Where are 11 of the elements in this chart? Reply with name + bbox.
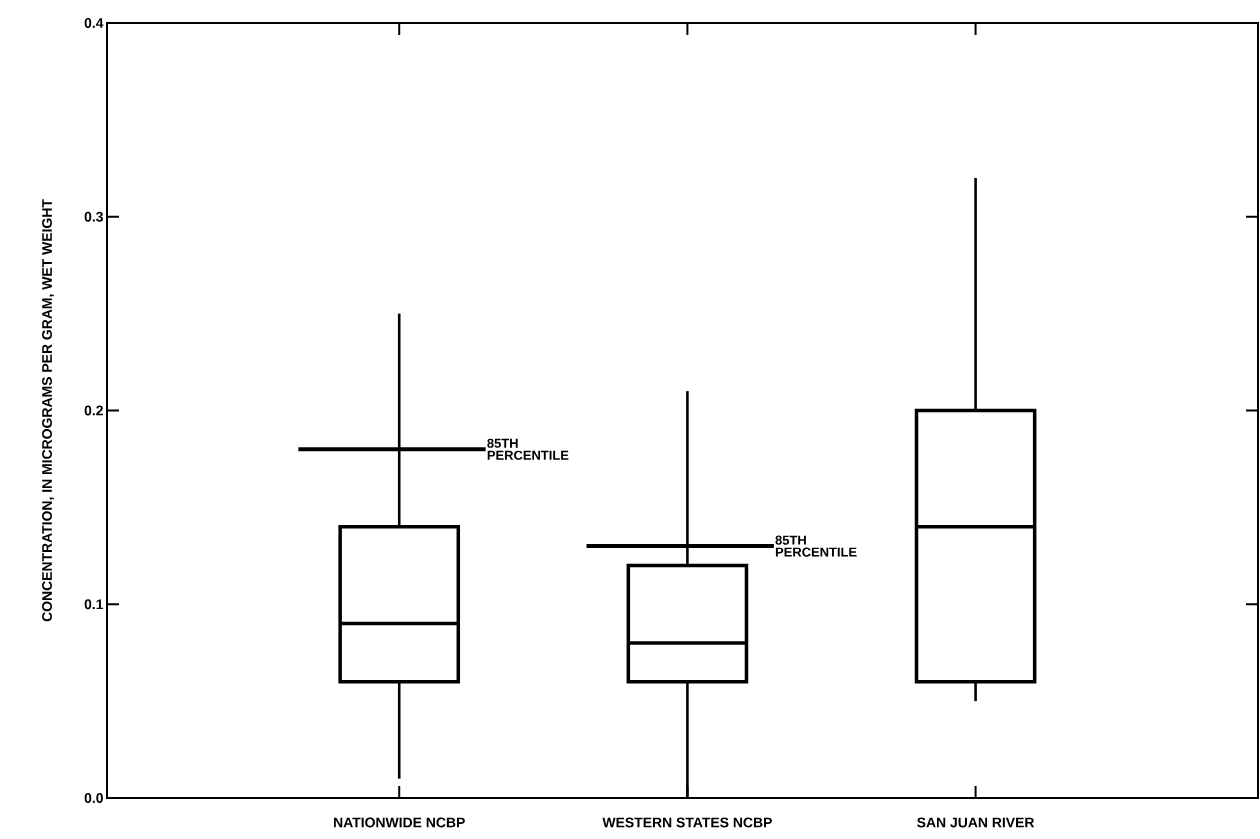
ref-line-label: 85TH PERCENTILE [487, 438, 569, 460]
y-axis-title: CONCENTRATION, IN MICROGRAMS PER GRAM, WET WEIGHT [42, 199, 54, 622]
y-tick-label: 0.3 [84, 211, 103, 222]
y-tick-label: 0.0 [84, 793, 103, 803]
x-tick-label: WESTERN STATES NCBP [602, 817, 772, 828]
y-tick-label: 0.4 [84, 18, 104, 28]
x-tick-label: SAN JUAN RIVER [917, 817, 1035, 828]
y-tick-label: 0.1 [84, 599, 104, 610]
ref-line-label: 85TH PERCENTILE [775, 535, 857, 557]
x-tick-label: NATIONWIDE NCBP [334, 817, 465, 828]
y-tick-label: 0.2 [84, 405, 103, 416]
